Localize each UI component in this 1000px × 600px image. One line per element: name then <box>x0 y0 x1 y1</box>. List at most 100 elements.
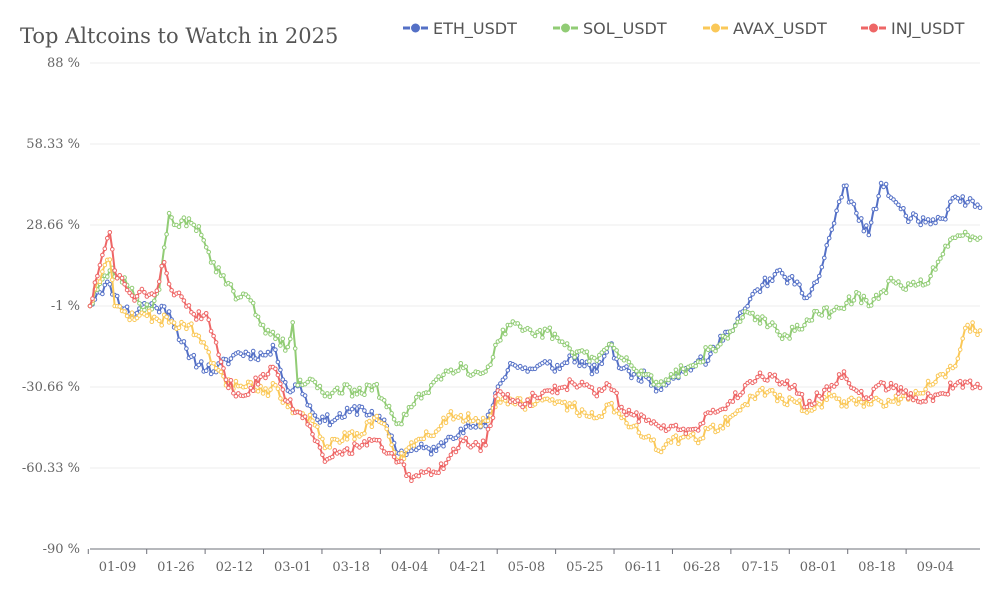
data-point <box>273 382 278 388</box>
data-point <box>436 427 441 432</box>
data-point <box>819 313 825 318</box>
data-point <box>760 282 765 288</box>
data-point <box>656 382 661 388</box>
data-point <box>419 441 424 447</box>
data-point <box>859 388 864 394</box>
data-point <box>129 310 135 316</box>
data-point <box>334 415 340 421</box>
data-point <box>273 347 278 353</box>
data-point <box>352 404 357 409</box>
legend-item-inj-usdt[interactable]: INJ_USDT <box>861 19 965 39</box>
data-point <box>144 302 150 307</box>
x-tick-label: 06-28 <box>683 560 720 575</box>
data-point <box>349 451 355 456</box>
data-point <box>634 368 639 374</box>
data-point <box>377 437 382 443</box>
data-point <box>943 217 948 222</box>
legend-item-avax-usdt[interactable]: AVAX_USDT <box>703 19 827 39</box>
data-point <box>334 385 340 391</box>
data-point <box>485 426 491 432</box>
x-tick-label: 04-04 <box>391 560 428 575</box>
data-point <box>322 418 328 424</box>
data-point <box>681 366 686 372</box>
data-point <box>156 318 162 324</box>
data-point <box>381 421 387 427</box>
data-point <box>381 417 387 423</box>
data-point <box>100 269 105 274</box>
data-point <box>199 359 204 364</box>
data-point <box>886 386 891 392</box>
data-point <box>473 416 479 421</box>
data-point <box>411 443 417 448</box>
data-point <box>555 362 560 368</box>
data-point <box>401 462 407 468</box>
data-point <box>347 409 352 415</box>
data-point <box>868 402 874 407</box>
data-point <box>161 304 167 309</box>
data-point <box>807 293 812 298</box>
data-point <box>886 278 891 284</box>
data-point <box>503 395 508 400</box>
data-point <box>797 282 802 287</box>
data-point <box>876 193 881 199</box>
data-point <box>443 438 449 443</box>
data-point <box>315 439 320 445</box>
legend-item-sol-usdt[interactable]: SOL_USDT <box>553 19 667 39</box>
data-point <box>288 336 293 342</box>
data-point <box>500 392 506 397</box>
data-point <box>841 399 847 404</box>
data-point <box>218 369 224 375</box>
data-point <box>260 391 266 396</box>
data-point <box>327 445 333 450</box>
legend-item-eth-usdt[interactable]: ETH_USDT <box>403 19 517 39</box>
data-point <box>750 291 755 297</box>
data-point <box>278 367 283 373</box>
data-point <box>873 292 879 298</box>
data-point <box>532 366 538 372</box>
data-point <box>906 219 911 224</box>
data-point <box>147 308 152 314</box>
data-point <box>406 472 412 477</box>
data-point <box>977 328 983 333</box>
data-point <box>268 352 273 357</box>
data-point <box>186 216 192 221</box>
legend[interactable]: ETH_USDT SOL_USDT AVAX_USDT INJ_USDT <box>403 19 965 39</box>
data-point <box>888 380 894 386</box>
data-point <box>807 398 812 404</box>
data-point <box>898 385 904 390</box>
data-point <box>550 336 555 342</box>
data-point <box>369 408 375 414</box>
data-point <box>859 216 864 221</box>
data-point <box>733 411 738 417</box>
data-point <box>339 438 345 444</box>
data-point <box>362 439 367 444</box>
data-point <box>846 294 852 300</box>
data-point <box>705 347 711 353</box>
data-point <box>844 404 849 409</box>
data-point <box>223 377 229 383</box>
data-point <box>310 418 315 424</box>
data-point <box>438 461 444 467</box>
y-tick-label: -30.66 % <box>22 380 80 395</box>
data-point <box>666 377 671 383</box>
data-point <box>794 322 800 328</box>
data-point <box>772 272 778 277</box>
data-point <box>925 281 931 286</box>
data-point <box>745 402 750 408</box>
data-point <box>831 392 837 398</box>
data-point <box>572 400 577 406</box>
data-point <box>273 366 278 372</box>
data-point <box>970 320 975 325</box>
data-point <box>391 454 397 460</box>
data-point <box>265 327 271 333</box>
data-point <box>666 426 671 432</box>
data-point <box>446 456 451 462</box>
data-point <box>327 394 333 400</box>
chart-title: Top Altcoins to Watch in 2025 <box>20 24 338 48</box>
data-point <box>555 390 560 396</box>
data-point <box>713 348 718 354</box>
data-point <box>248 356 253 362</box>
data-point <box>599 361 605 367</box>
data-point <box>614 348 619 353</box>
data-point <box>92 280 98 285</box>
